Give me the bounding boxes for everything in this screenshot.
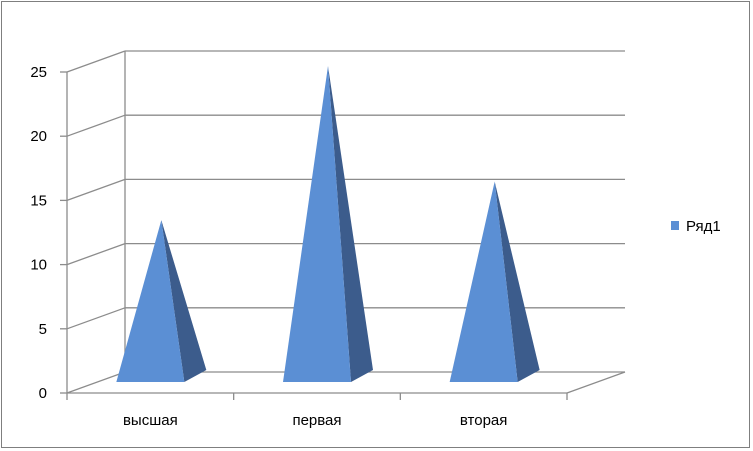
x-tick-label: высшая <box>123 412 178 429</box>
side-gridline <box>66 307 126 330</box>
x-tick-label: вторая <box>460 412 508 429</box>
pyramid-side-1 <box>161 220 207 382</box>
y-tick-label: 20 <box>30 128 47 145</box>
y-tick-label: 25 <box>30 64 47 81</box>
legend-label: Ряд1 <box>686 218 721 235</box>
pyramid-front-1 <box>116 220 185 382</box>
floor-edge <box>566 371 626 394</box>
legend-swatch <box>671 221 679 230</box>
side-gridline <box>66 242 126 266</box>
side-gridline <box>66 50 126 73</box>
gridlines <box>66 50 625 394</box>
y-tick-label: 0 <box>39 385 47 402</box>
tick-labels: 0 5 10 15 20 25 высшая первая вторая <box>30 64 507 429</box>
pyramid-front-2 <box>283 66 351 382</box>
x-tick-label: первая <box>292 412 341 429</box>
y-tick-label: 15 <box>30 192 47 209</box>
legend: Ряд1 <box>671 218 721 235</box>
pyramid-front-3 <box>449 181 518 382</box>
pyramids <box>116 66 540 382</box>
side-gridline <box>66 178 126 202</box>
y-tick-label: 5 <box>39 321 47 338</box>
axes <box>60 71 626 400</box>
pyramid-side-2 <box>328 66 373 382</box>
y-tick-label: 10 <box>30 257 47 274</box>
side-gridline <box>66 114 126 137</box>
pyramid-side-3 <box>494 181 540 382</box>
side-gridline <box>66 371 126 394</box>
